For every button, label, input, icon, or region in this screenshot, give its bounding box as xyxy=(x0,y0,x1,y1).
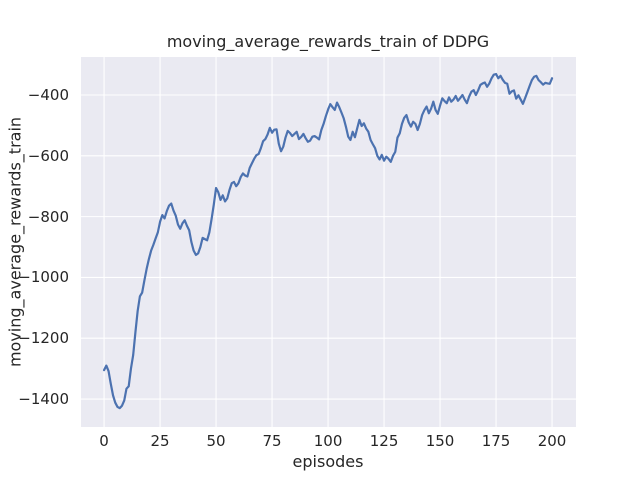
y-tick-label: −800 xyxy=(27,207,69,226)
x-tick-label: 200 xyxy=(537,432,567,450)
x-tick-label: 100 xyxy=(313,432,343,450)
line-chart xyxy=(81,57,576,427)
x-tick-label: 75 xyxy=(262,432,282,450)
x-tick-label: 125 xyxy=(369,432,399,450)
y-tick-label: −400 xyxy=(27,86,69,104)
plot-area xyxy=(81,57,576,427)
x-tick-label: 150 xyxy=(425,432,455,450)
y-tick-label: −1000 xyxy=(18,268,69,287)
x-axis-label: episodes xyxy=(292,452,364,471)
x-tick-label: 175 xyxy=(481,432,511,450)
data-line xyxy=(102,72,554,410)
x-tick-label: 0 xyxy=(99,432,109,450)
x-tick-label: 50 xyxy=(206,432,226,450)
y-tick-label: −1400 xyxy=(18,390,69,409)
x-tick-label: 25 xyxy=(150,432,170,450)
y-tick-label: −1200 xyxy=(18,329,69,348)
chart-title: moving_average_rewards_train of DDPG xyxy=(166,32,490,51)
data-line-group xyxy=(102,72,554,410)
y-tick-label: −600 xyxy=(27,146,69,165)
